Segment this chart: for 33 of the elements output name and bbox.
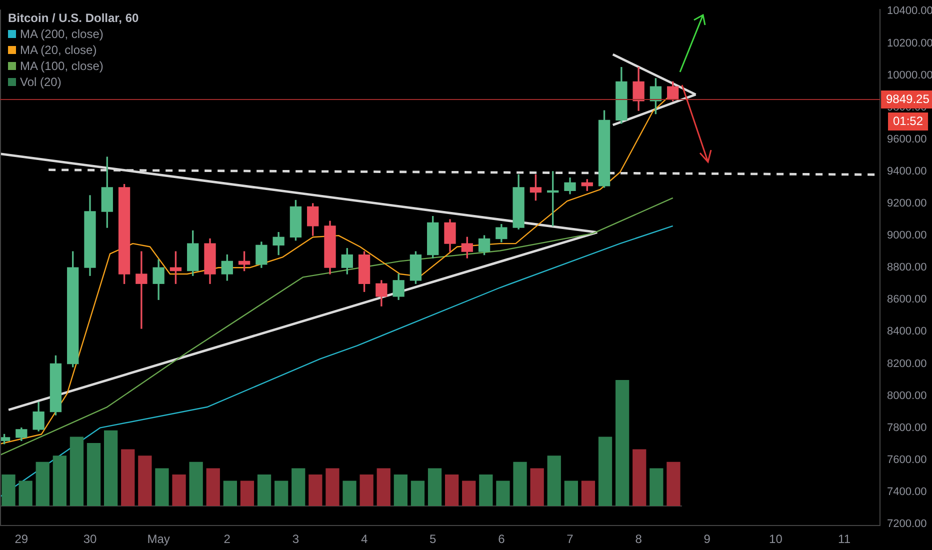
y-tick-label: 9000.00 bbox=[887, 230, 927, 242]
x-tick-label: 5 bbox=[430, 532, 437, 546]
y-tick-label: 8600.00 bbox=[887, 294, 927, 306]
x-tick-label: May bbox=[147, 532, 170, 546]
y-tick-label: 7800.00 bbox=[887, 422, 927, 434]
legend-label: MA (20, close) bbox=[20, 42, 97, 58]
legend-label: MA (100, close) bbox=[20, 58, 104, 74]
x-tick-label: 10 bbox=[769, 532, 783, 546]
x-tick-label: 7 bbox=[566, 532, 574, 546]
y-tick-label: 8400.00 bbox=[887, 326, 927, 338]
y-tick-label: 7600.00 bbox=[887, 454, 927, 466]
legend-label: Vol (20) bbox=[20, 74, 62, 90]
chart-title: Bitcoin / U.S. Dollar, 60 bbox=[8, 10, 139, 26]
y-tick-label: 7200.00 bbox=[887, 518, 927, 530]
x-tick-label: 6 bbox=[498, 532, 506, 546]
x-tick-label: 11 bbox=[838, 532, 851, 546]
text: 01:52 bbox=[893, 114, 924, 128]
y-tick-label: 8200.00 bbox=[887, 358, 927, 370]
x-tick-label: 9 bbox=[704, 532, 711, 546]
y-tick-label: 8000.00 bbox=[887, 390, 927, 402]
legend-label: MA (200, close) bbox=[20, 26, 104, 42]
x-tick-label: 2 bbox=[224, 532, 231, 546]
y-tick-label: 9200.00 bbox=[887, 198, 927, 210]
x-tick-label: 29 bbox=[14, 532, 28, 546]
x-tick-label: 8 bbox=[635, 532, 642, 546]
y-tick-label: 9600.00 bbox=[887, 133, 927, 146]
y-tick-label: 7400.00 bbox=[887, 486, 927, 498]
x-tick-label: 30 bbox=[83, 532, 97, 546]
ref-line-label: 9849.25 bbox=[886, 92, 930, 106]
y-tick-label: 8800.00 bbox=[887, 262, 927, 274]
x-tick-label: 3 bbox=[292, 532, 300, 546]
y-tick-label: 9400.00 bbox=[887, 165, 927, 178]
x-tick-label: 4 bbox=[360, 532, 368, 546]
